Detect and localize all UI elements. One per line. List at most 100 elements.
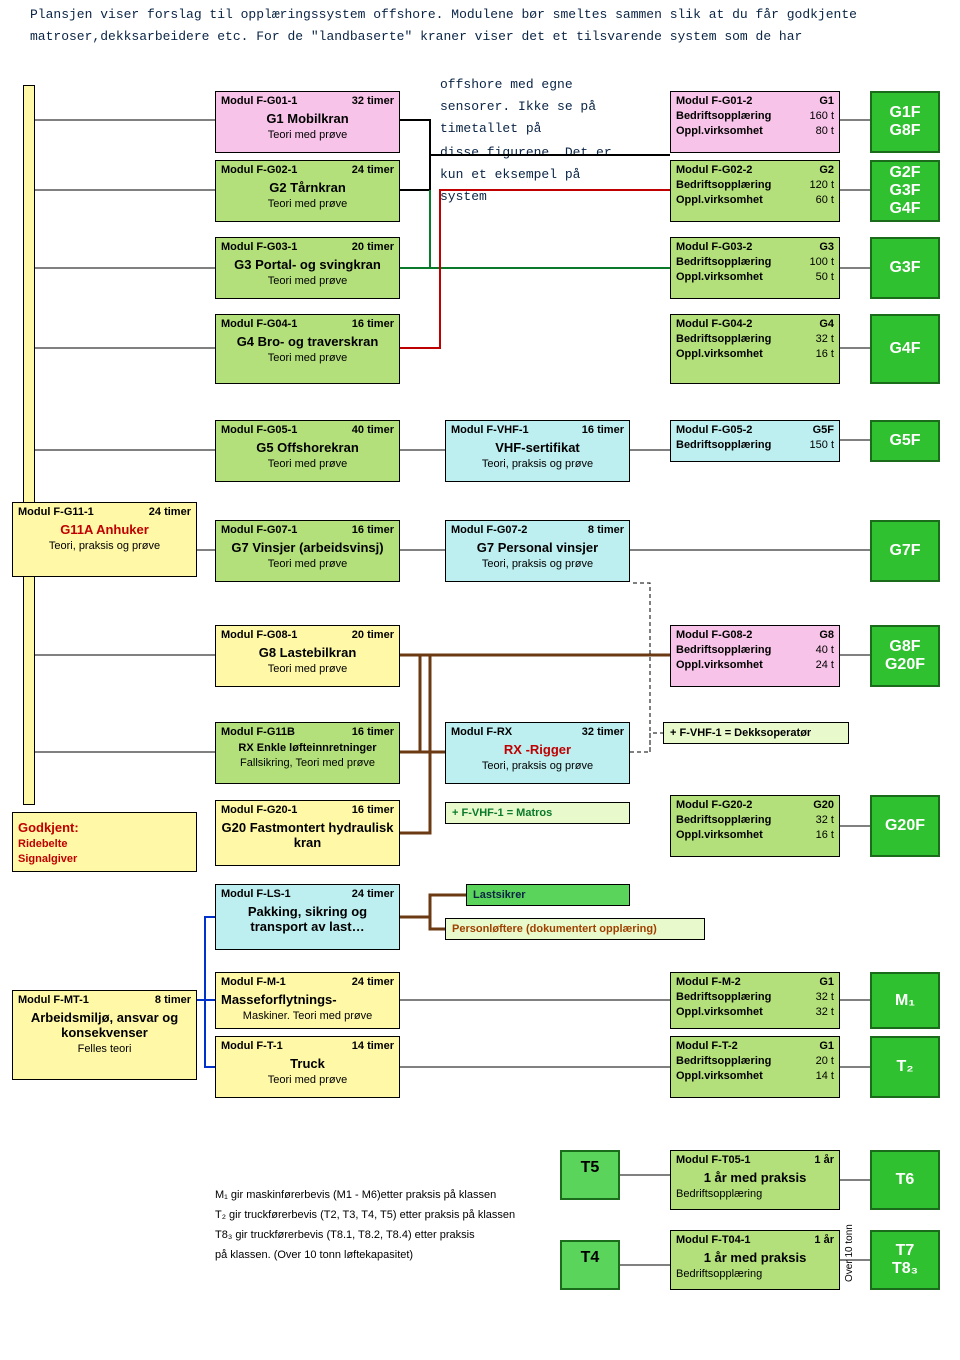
module-g11: Modul F-G11-124 timerG11A AnhukerTeori, … — [12, 502, 197, 577]
module-title: G5 Offshorekran — [221, 440, 394, 455]
module-title: T4 — [567, 1249, 613, 1267]
module-g01-1: Modul F-G01-132 timerG1 MobilkranTeori m… — [215, 91, 400, 153]
module-row: Oppl.virksomhet50 t — [676, 271, 834, 283]
module-header: Modul F-G02-2G2 — [676, 164, 834, 176]
module-header: Modul F-G20-2G20 — [676, 799, 834, 811]
module-mt1: Modul F-MT-18 timerArbeidsmiljø, ansvar … — [12, 990, 197, 1080]
module-row: Oppl.virksomhet16 t — [676, 348, 834, 360]
module-row: Oppl.virksomhet24 t — [676, 659, 834, 671]
module-rt7: T7 T8₃ — [870, 1230, 940, 1290]
module-m2: Modul F-M-2G1Bedriftsopplæring32 tOppl.v… — [670, 972, 840, 1029]
module-godkj: Godkjent:RidebelteSignalgiver — [12, 812, 197, 872]
module-title: Pakking, sikring og transport av last… — [221, 904, 394, 934]
module-r3: G3F — [870, 237, 940, 299]
module-r2: G2F G3F G4F — [870, 160, 940, 222]
module-row: Ridebelte — [18, 838, 191, 850]
module-matros: + F-VHF-1 = Matros — [445, 802, 630, 824]
module-subtitle: Bedriftsopplæring — [676, 1188, 834, 1200]
module-g08-2: Modul F-G08-2G8Bedriftsopplæring40 tOppl… — [670, 625, 840, 687]
module-row: Bedriftsopplæring120 t — [676, 179, 834, 191]
module-header: Modul F-VHF-116 timer — [451, 424, 624, 436]
module-title: G11A Anhuker — [18, 522, 191, 537]
footnote-line: på klassen. (Over 10 tonn løftekapasitet… — [215, 1245, 545, 1265]
module-g08-1: Modul F-G08-120 timerG8 LastebilkranTeor… — [215, 625, 400, 687]
module-t05-1: Modul F-T05-11 år 1 år med praksis Bedrift… — [670, 1150, 840, 1210]
module-subtitle: Felles teori — [18, 1043, 191, 1055]
module-title: G20 Fastmontert hydraulisk kran — [221, 820, 394, 850]
module-header: Modul F-G05-140 timer — [221, 424, 394, 436]
module-title: 1 år med praksis — [676, 1170, 834, 1185]
module-t2: Modul F-T-2G1Bedriftsopplæring20 tOppl.v… — [670, 1036, 840, 1098]
module-title: 1 år med praksis — [676, 1250, 834, 1265]
module-r7: G7F — [870, 520, 940, 582]
module-title: G1 Mobilkran — [221, 111, 394, 126]
module-g02-1: Modul F-G02-124 timerG2 TårnkranTeori me… — [215, 160, 400, 222]
module-subtitle: Teori, praksis og prøve — [18, 540, 191, 552]
module-header: Modul F-M-2G1 — [676, 976, 834, 988]
module-subtitle: Teori med prøve — [221, 458, 394, 470]
module-title: Godkjent: — [18, 820, 191, 835]
module-subtitle: Teori med prøve — [221, 558, 394, 570]
module-title: T5 — [567, 1159, 613, 1177]
module-subtitle: Teori med prøve — [221, 275, 394, 287]
module-header: Modul F-RX32 timer — [451, 726, 624, 738]
module-header: Modul F-G20-116 timer — [221, 804, 394, 816]
module-title: VHF-sertifikat — [451, 440, 624, 455]
module-g04-2: Modul F-G04-2G4Bedriftsopplæring32 tOppl… — [670, 314, 840, 384]
module-g05-2: Modul F-G05-2G5FBedriftsopplæring150 t — [670, 420, 840, 462]
module-r20: G20F — [870, 795, 940, 857]
module-g11b: Modul F-G11B16 timerRX Enkle løfteinnret… — [215, 722, 400, 784]
module-g05-1: Modul F-G05-140 timer G5 Offshorekran Teor… — [215, 420, 400, 482]
module-row: Oppl.virksomhet80 t — [676, 125, 834, 137]
module-header: Modul F-G03-120 timer — [221, 241, 394, 253]
module-g07-1: Modul F-G07-116 timerG7 Vinsjer (arbeids… — [215, 520, 400, 582]
module-row: Bedriftsopplæring160 t — [676, 110, 834, 122]
module-row: Bedriftsopplæring32 t — [676, 333, 834, 345]
intro-text-3: disse figurene. Det er kun et eksempel p… — [410, 138, 660, 212]
module-r8: G8F G20F — [870, 625, 940, 687]
module-title: Arbeidsmiljø, ansvar og konsekvenser — [18, 1010, 191, 1040]
module-subtitle: Teori, praksis og prøve — [451, 760, 624, 772]
module-row: Oppl.virksomhet60 t — [676, 194, 834, 206]
module-header: Modul F-G04-116 timer — [221, 318, 394, 330]
module-personloft: Personløftere (dokumentert opplæring) — [445, 918, 705, 940]
module-m1: Modul F-M-124 timerMasseforflytnings-Mas… — [215, 972, 400, 1029]
module-row: Bedriftsopplæring40 t — [676, 644, 834, 656]
module-header: Modul F-G07-116 timer — [221, 524, 394, 536]
module-row: Bedriftsopplæring100 t — [676, 256, 834, 268]
module-t1: Modul F-T-114 timerTruckTeori med prøve — [215, 1036, 400, 1098]
module-subtitle: Teori med prøve — [221, 1074, 394, 1086]
module-t04-1: Modul F-T04-11 år 1 år med praksis Bedrift… — [670, 1230, 840, 1290]
footnote-line: T₂ gir truckførerbevis (T2, T3, T4, T5) … — [215, 1205, 545, 1225]
module-subtitle: Teori med prøve — [221, 663, 394, 675]
module-header: Modul F-T-2G1 — [676, 1040, 834, 1052]
module-rx: Modul F-RX32 timer RX -Rigger Teori, praks… — [445, 722, 630, 784]
module-header: Modul F-T04-11 år — [676, 1234, 834, 1246]
module-row: Bedriftsopplæring20 t — [676, 1055, 834, 1067]
module-header: Modul F-G05-2G5F — [676, 424, 834, 436]
module-g04-1: Modul F-G04-116 timerG4 Bro- og traversk… — [215, 314, 400, 384]
module-rm1: M₁ — [870, 972, 940, 1029]
module-header: Modul F-T-114 timer — [221, 1040, 394, 1052]
module-vhf: Modul F-VHF-116 timer VHF-sertifikat Teori… — [445, 420, 630, 482]
module-g20-1: Modul F-G20-116 timer G20 Fastmontert hyd… — [215, 800, 400, 866]
module-r4: G4F — [870, 314, 940, 384]
module-rt2: T₂ — [870, 1036, 940, 1098]
module-subtitle: Teori, praksis og prøve — [451, 458, 624, 470]
module-rt6: T6 — [870, 1150, 940, 1210]
module-header: Modul F-G01-132 timer — [221, 95, 394, 107]
module-title: G7 Personal vinsjer — [451, 540, 624, 555]
module-title: RX -Rigger — [451, 742, 624, 757]
module-dekks: + F-VHF-1 = Dekksoperatør — [663, 722, 849, 744]
intro-text: Plansjen viser forslag til opplæringssys… — [0, 0, 960, 52]
module-header: Modul F-T05-11 år — [676, 1154, 834, 1166]
footnote-line: T8₃ gir truckførerbevis (T8.1, T8.2, T8.… — [215, 1225, 545, 1245]
module-title: Masseforflytnings- — [221, 992, 394, 1007]
module-header: Modul F-G03-2G3 — [676, 241, 834, 253]
over-10-tonn-label: Over 10 tonn — [844, 1224, 855, 1282]
module-g02-2: Modul F-G02-2G2 Bedriftsopplæring120 t Opp… — [670, 160, 840, 222]
module-title: G3 Portal- og svingkran — [221, 257, 394, 272]
module-subtitle: Bedriftsopplæring — [676, 1268, 834, 1280]
module-g07-2: Modul F-G07-28 timerG7 Personal vinsjerT… — [445, 520, 630, 582]
module-tall-left — [23, 85, 35, 805]
